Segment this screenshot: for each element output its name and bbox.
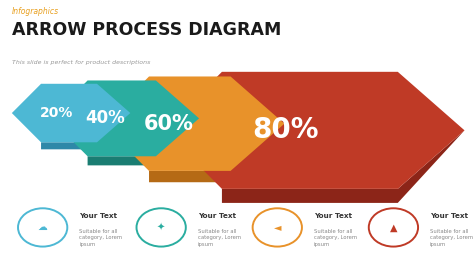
Text: Your Text: Your Text xyxy=(79,213,117,219)
Text: Suitable for all
category, Lorem
ipsum: Suitable for all category, Lorem ipsum xyxy=(79,229,122,247)
Text: Your Text: Your Text xyxy=(430,213,468,219)
Text: Suitable for all
category, Lorem
ipsum: Suitable for all category, Lorem ipsum xyxy=(314,229,357,247)
Text: Your Text: Your Text xyxy=(198,213,236,219)
Text: 40%: 40% xyxy=(85,109,125,127)
Text: 60%: 60% xyxy=(144,114,194,134)
Polygon shape xyxy=(149,124,284,182)
Text: 80%: 80% xyxy=(252,116,319,144)
Text: Infographics: Infographics xyxy=(12,7,59,16)
Polygon shape xyxy=(102,77,284,171)
Text: Suitable for all
category, Lorem
ipsum: Suitable for all category, Lorem ipsum xyxy=(430,229,473,247)
Polygon shape xyxy=(88,118,199,165)
Polygon shape xyxy=(164,72,465,189)
Text: 20%: 20% xyxy=(39,106,73,120)
Text: ◄: ◄ xyxy=(273,222,281,232)
Text: Your Text: Your Text xyxy=(314,213,352,219)
Polygon shape xyxy=(222,130,465,203)
Text: This slide is perfect for product descriptions: This slide is perfect for product descri… xyxy=(12,60,150,65)
Text: Suitable for all
category, Lorem
ipsum: Suitable for all category, Lorem ipsum xyxy=(198,229,241,247)
Text: ARROW PROCESS DIAGRAM: ARROW PROCESS DIAGRAM xyxy=(12,21,281,39)
Polygon shape xyxy=(12,84,130,142)
Polygon shape xyxy=(41,113,130,149)
Text: ✦: ✦ xyxy=(157,222,165,232)
Text: ▲: ▲ xyxy=(390,222,397,232)
Polygon shape xyxy=(50,81,199,156)
Text: ☁: ☁ xyxy=(38,222,47,232)
